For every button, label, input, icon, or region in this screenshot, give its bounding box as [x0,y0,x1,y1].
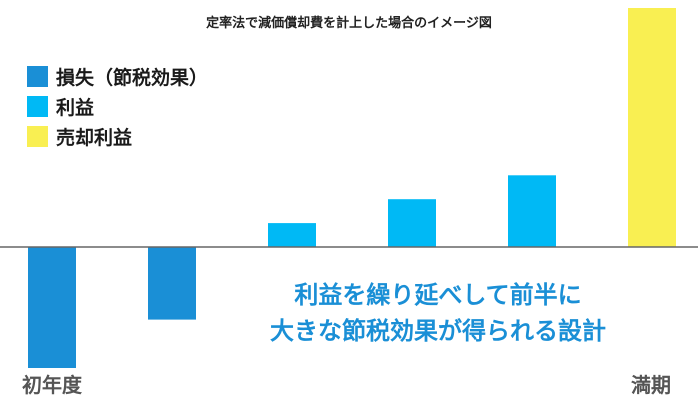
x-label-maturity: 満期 [631,373,671,397]
legend-swatch-loss [27,66,48,87]
bar-sale-profit-6 [628,8,676,247]
annotation-line-2: 大きな節税効果が得られる設計 [270,317,606,345]
chart-title: 定率法で減価償却費を計上した場合のイメージ図 [205,15,492,31]
legend-swatch-profit [27,96,48,117]
legend-label-profit: 利益 [56,96,94,119]
legend: 損失（節税効果） 利益 売却利益 [27,66,208,149]
bar-profit-4 [388,199,436,247]
x-label-first-year: 初年度 [22,373,83,397]
legend-swatch-sale-profit [27,126,48,147]
bars [28,8,676,368]
legend-label-sale-profit: 売却利益 [56,126,132,149]
legend-label-loss: 損失（節税効果） [56,66,208,89]
annotation-line-1: 利益を繰り延べして前半に [294,281,581,309]
bar-profit-3 [268,223,316,247]
bar-loss-1 [28,247,76,368]
bar-profit-5 [508,175,556,247]
bar-loss-2 [148,247,196,320]
